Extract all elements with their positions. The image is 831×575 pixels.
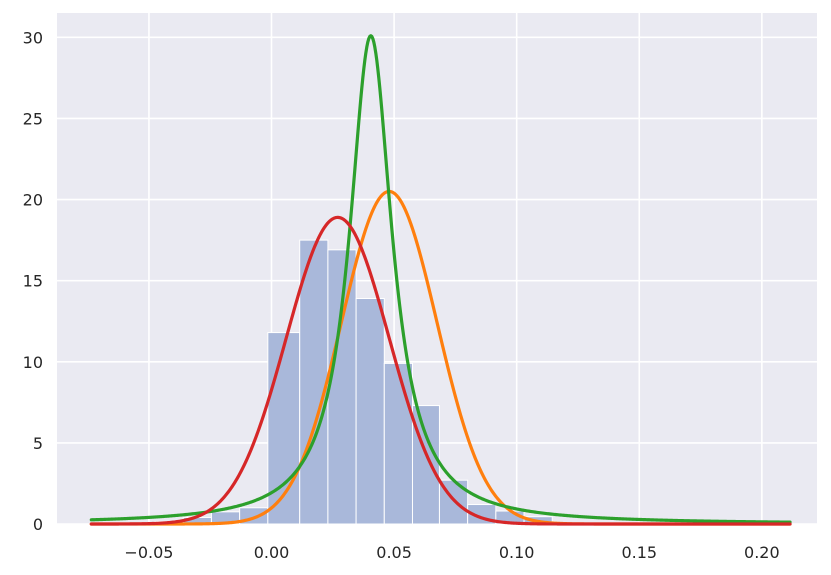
x-axis-ticks: −0.05 0.00 0.05 0.10 0.15 0.20	[124, 543, 779, 562]
y-tick-label-4: 20	[23, 191, 43, 210]
y-tick-label-3: 15	[23, 272, 43, 291]
histogram-bar-9	[411, 405, 440, 525]
x-tick-label-5: 0.20	[744, 543, 780, 562]
density-lines	[89, 34, 792, 526]
y-tick-label-0: 0	[33, 515, 43, 534]
x-tick-label-2: 0.05	[376, 543, 412, 562]
histogram-bar-7	[355, 298, 385, 525]
y-axis-ticks: 0 5 10 15 20 25 30	[23, 28, 43, 534]
x-tick-label-0: −0.05	[124, 543, 173, 562]
x-tick-label-1: 0.00	[254, 543, 290, 562]
x-tick-label-3: 0.10	[499, 543, 535, 562]
y-tick-label-6: 30	[23, 28, 43, 47]
y-tick-label-2: 10	[23, 353, 43, 372]
y-tick-label-1: 5	[33, 434, 43, 453]
histogram-bar-5	[299, 239, 329, 525]
y-tick-label-5: 25	[23, 109, 43, 128]
density-line-2	[89, 215, 792, 526]
x-tick-label-4: 0.15	[621, 543, 657, 562]
histogram-bar-8	[383, 362, 413, 525]
